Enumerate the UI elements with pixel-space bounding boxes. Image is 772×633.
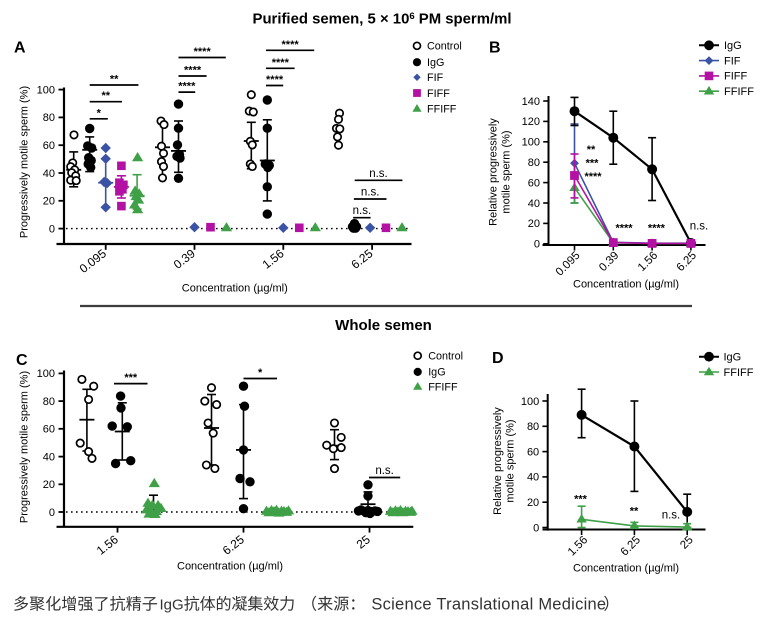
svg-text:80: 80	[43, 396, 55, 408]
svg-text:D: D	[492, 350, 504, 367]
svg-text:60: 60	[528, 177, 540, 189]
svg-text:FFIFF: FFIFF	[724, 367, 754, 379]
svg-text:20: 20	[528, 218, 540, 230]
svg-text:n.s.: n.s.	[662, 510, 681, 522]
svg-text:40: 40	[43, 168, 55, 180]
svg-text:FIF: FIF	[427, 72, 444, 84]
svg-text:0: 0	[49, 507, 55, 519]
svg-text:C: C	[16, 352, 28, 369]
svg-text:40: 40	[527, 472, 539, 484]
svg-text:Concentration (µg/ml): Concentration (µg/ml)	[573, 279, 679, 291]
svg-text:FFIFF: FFIFF	[724, 86, 754, 98]
svg-text:60: 60	[43, 140, 55, 152]
svg-text:IgG: IgG	[160, 597, 184, 614]
svg-text:100: 100	[37, 84, 55, 96]
svg-text:60: 60	[527, 446, 539, 458]
svg-text:Progressively motile sperm (%): Progressively motile sperm (%)	[19, 371, 31, 523]
svg-text:n.s.: n.s.	[361, 187, 380, 199]
svg-text:motile sperm (%): motile sperm (%)	[505, 419, 517, 502]
svg-text:80: 80	[527, 421, 539, 433]
svg-text:IgG: IgG	[724, 352, 742, 364]
svg-text:Whole semen: Whole semen	[335, 317, 432, 334]
svg-text:Control: Control	[427, 41, 462, 53]
svg-text:100: 100	[37, 368, 55, 380]
svg-text:FFIFF: FFIFF	[427, 104, 457, 116]
svg-text:Relative progressively: Relative progressively	[492, 407, 504, 515]
svg-text:**: **	[110, 74, 119, 86]
svg-text:60: 60	[43, 424, 55, 436]
svg-text:Science Translational Medicine: Science Translational Medicine	[371, 596, 606, 614]
svg-text:****: ****	[266, 74, 284, 86]
svg-text:Concentration (µg/ml): Concentration (µg/ml)	[182, 283, 288, 295]
svg-text:FIF: FIF	[724, 55, 741, 67]
svg-text:A: A	[14, 40, 26, 57]
svg-text:FIFF: FIFF	[724, 71, 747, 83]
svg-text:100: 100	[521, 396, 539, 408]
svg-text:motile sperm (%): motile sperm (%)	[501, 130, 513, 213]
svg-text:****: ****	[178, 81, 196, 93]
svg-text:****: ****	[615, 223, 633, 235]
svg-text:*: *	[258, 367, 263, 379]
svg-text:***: ***	[124, 372, 138, 384]
svg-text:**: **	[630, 506, 639, 518]
svg-text:n.s.: n.s.	[690, 221, 709, 233]
svg-text:B: B	[489, 40, 501, 57]
svg-text:****: ****	[272, 57, 290, 69]
svg-text:20: 20	[43, 196, 55, 208]
svg-text:Purified semen, 5 × 106 PM spe: Purified semen, 5 × 106 PM sperm/ml	[253, 11, 512, 28]
svg-text:****: ****	[648, 223, 666, 235]
svg-text:**: **	[102, 90, 111, 102]
svg-text:20: 20	[527, 497, 539, 509]
svg-text:40: 40	[528, 198, 540, 210]
svg-text:0: 0	[534, 239, 540, 251]
svg-text:IgG: IgG	[428, 367, 445, 379]
svg-text:100: 100	[522, 137, 540, 149]
svg-text:80: 80	[43, 112, 55, 124]
svg-text:FIFF: FIFF	[427, 88, 450, 100]
svg-text:****: ****	[282, 39, 300, 51]
svg-text:n.s.: n.s.	[369, 168, 388, 180]
svg-text:**: **	[587, 144, 596, 156]
svg-text:80: 80	[528, 157, 540, 169]
svg-text:120: 120	[522, 116, 540, 128]
svg-text:***: ***	[586, 158, 600, 170]
svg-text:Relative progressively: Relative progressively	[488, 118, 500, 226]
svg-text:IgG: IgG	[427, 57, 444, 69]
svg-text:***: ***	[574, 494, 588, 506]
svg-text:140: 140	[522, 96, 540, 108]
svg-text:*: *	[97, 107, 102, 119]
svg-text:****: ****	[584, 171, 602, 183]
svg-text:n.s.: n.s.	[353, 205, 372, 217]
svg-text:Concentration (µg/ml): Concentration (µg/ml)	[573, 563, 679, 575]
svg-text:****: ****	[184, 65, 202, 77]
svg-text:40: 40	[43, 451, 55, 463]
svg-text:Progressively motile sperm (%): Progressively motile sperm (%)	[19, 86, 31, 238]
svg-text:0: 0	[533, 522, 539, 534]
svg-text:IgG: IgG	[724, 40, 742, 52]
svg-text:****: ****	[194, 46, 212, 58]
svg-text:FFIFF: FFIFF	[428, 382, 458, 394]
svg-text:Control: Control	[428, 351, 463, 363]
svg-text:20: 20	[43, 479, 55, 491]
svg-text:0: 0	[49, 223, 55, 235]
svg-text:Concentration (µg/ml): Concentration (µg/ml)	[177, 561, 283, 573]
svg-text:n.s.: n.s.	[375, 465, 394, 477]
